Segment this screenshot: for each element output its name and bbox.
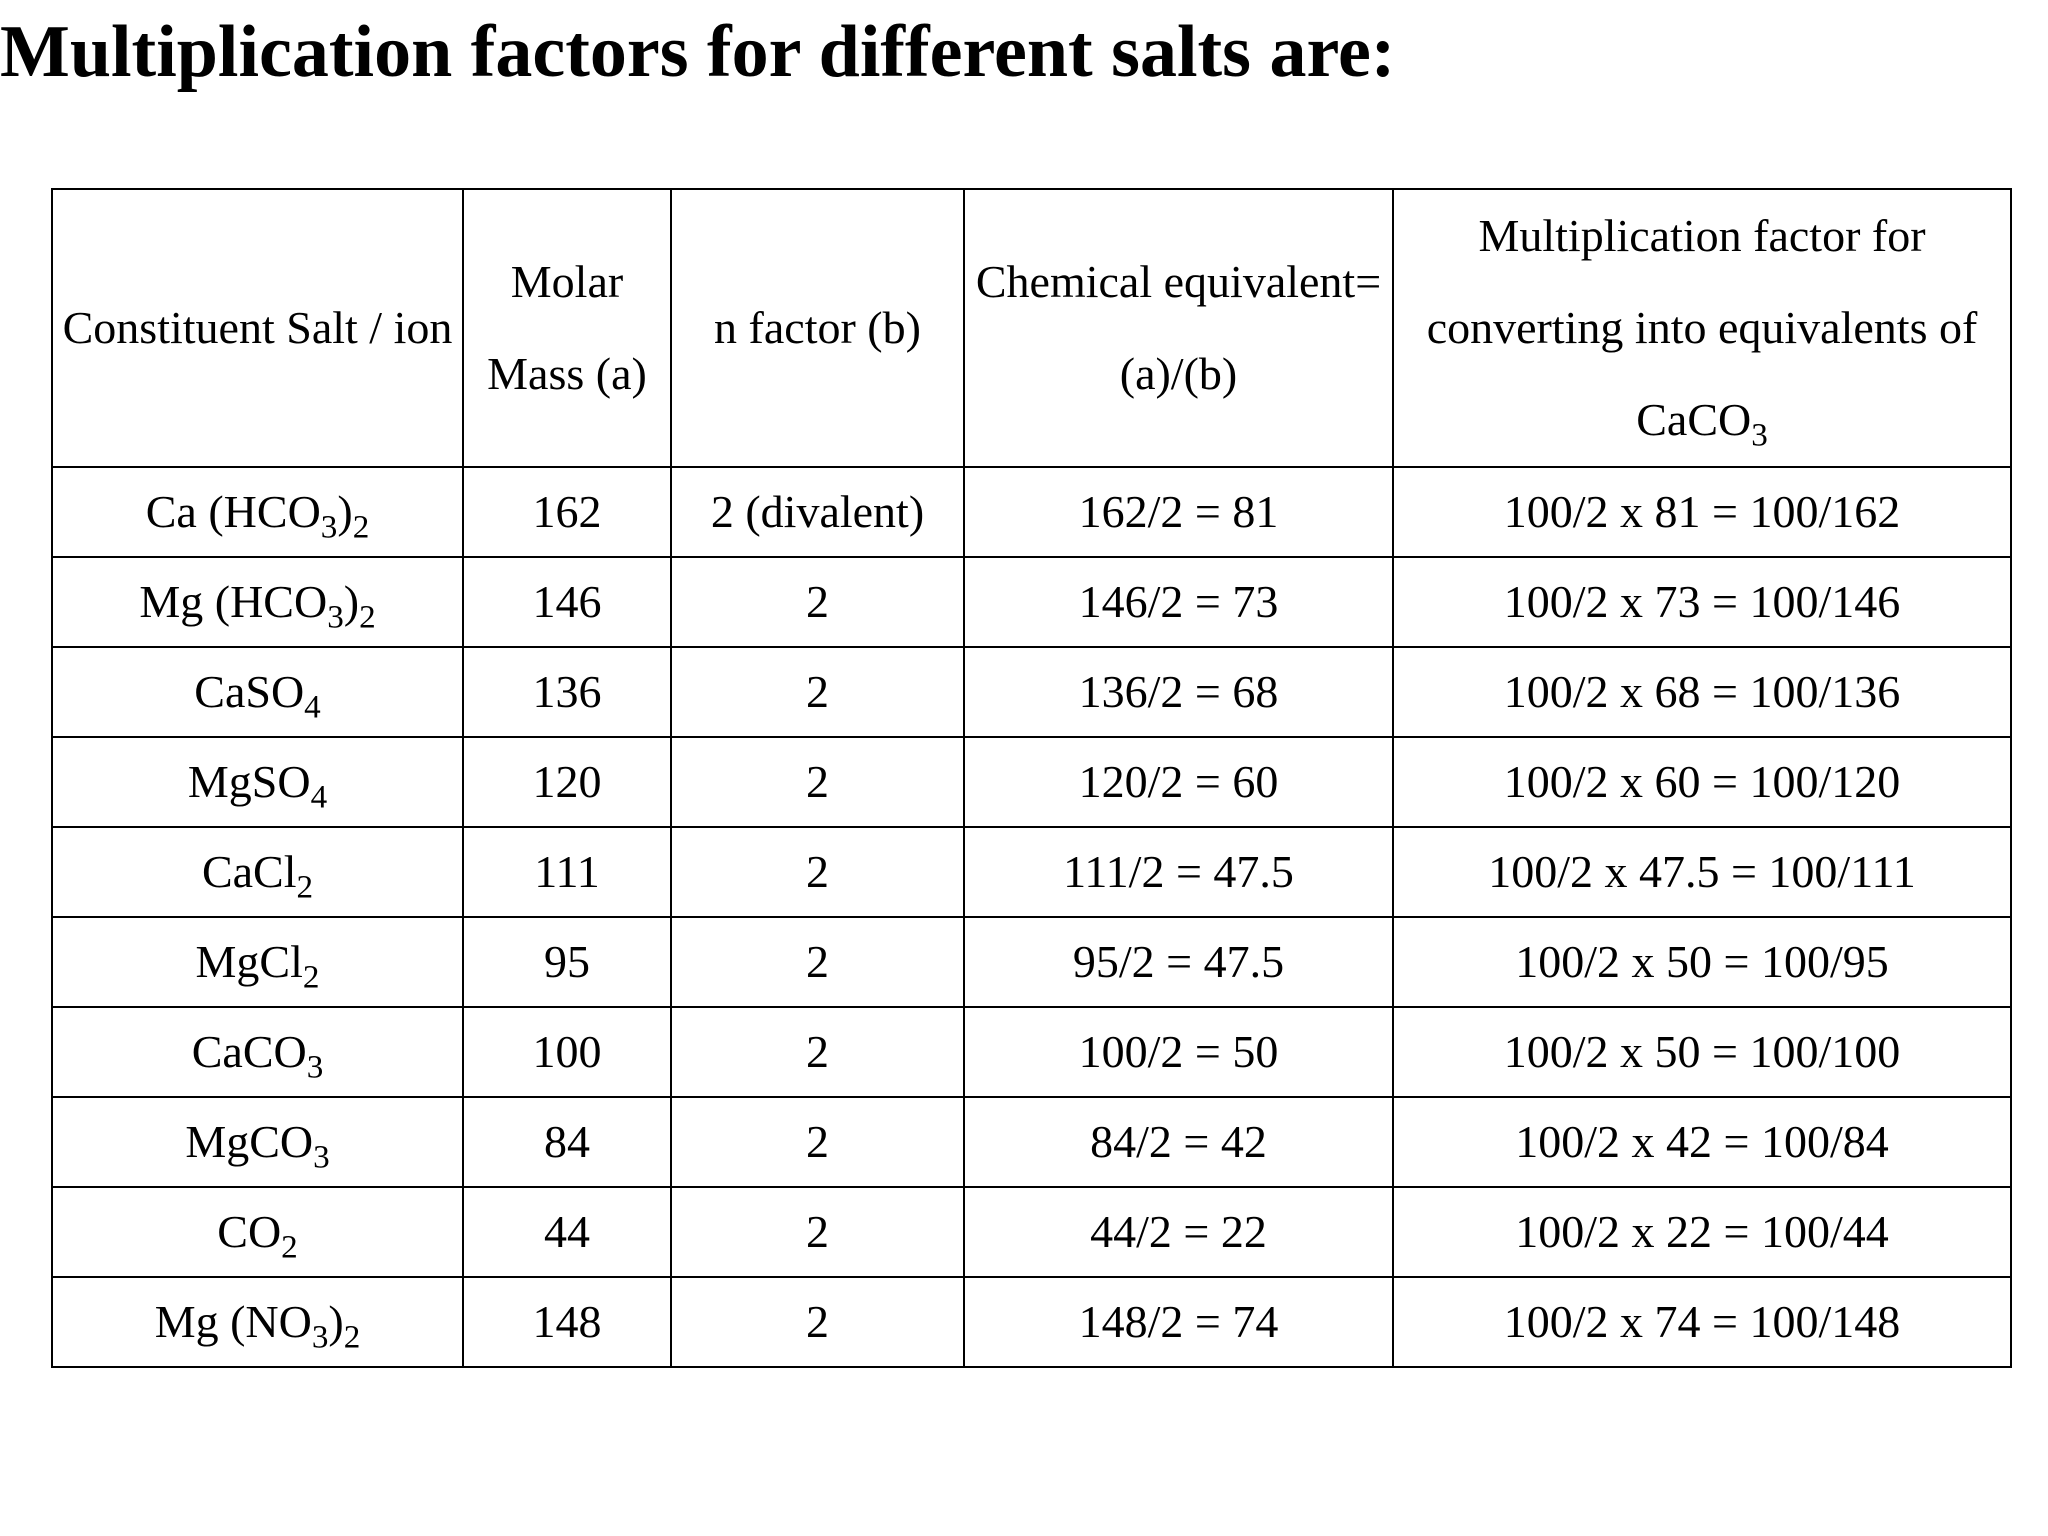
value-cell: 2 (divalent) [670,466,965,558]
value-cell: 100/2 x 47.5 = 100/111 [1392,826,2012,918]
salt-cell: MgSO4 [51,736,464,828]
value-cell: 111/2 = 47.5 [963,826,1394,918]
table-row: Mg (NO3)2 148 2 148/2 = 74 100/2 x 74 = 100/… [51,1276,2012,1368]
value-cell: 120/2 = 60 [963,736,1394,828]
value-cell: 148/2 = 74 [963,1276,1394,1368]
salt-cell: MgCO3 [51,1096,464,1188]
value-cell: 95 [462,916,672,1008]
salt-cell: CaCO3 [51,1006,464,1098]
salt-cell: CaCl2 [51,826,464,918]
table-row: MgCO3 84 2 84/2 = 42 100/2 x 42 = 100/84 [51,1096,2012,1188]
value-cell: 136 [462,646,672,738]
factor-table: Constituent Salt / ion Molar Mass (a) n fa… [51,188,2012,1368]
value-cell: 162 [462,466,672,558]
value-cell: 100/2 x 81 = 100/162 [1392,466,2012,558]
column-header: n factor (b) [670,188,965,468]
value-cell: 2 [670,556,965,648]
value-cell: 2 [670,646,965,738]
salt-cell: MgCl2 [51,916,464,1008]
value-cell: 44/2 = 22 [963,1186,1394,1278]
value-cell: 100/2 x 68 = 100/136 [1392,646,2012,738]
value-cell: 2 [670,1006,965,1098]
salt-cell: Mg (NO3)2 [51,1276,464,1368]
value-cell: 2 [670,1186,965,1278]
value-cell: 148 [462,1276,672,1368]
value-cell: 44 [462,1186,672,1278]
value-cell: 100 [462,1006,672,1098]
value-cell: 100/2 x 73 = 100/146 [1392,556,2012,648]
table-row: CaSO4 136 2 136/2 = 68 100/2 x 68 = 100/136 [51,646,2012,738]
value-cell: 2 [670,916,965,1008]
table-row: CO2 44 2 44/2 = 22 100/2 x 22 = 100/44 [51,1186,2012,1278]
salt-cell: CO2 [51,1186,464,1278]
value-cell: 146 [462,556,672,648]
table-row: Mg (HCO3)2 146 2 146/2 = 73 100/2 x 73 = 100… [51,556,2012,648]
salt-cell: CaSO4 [51,646,464,738]
value-cell: 2 [670,1276,965,1368]
table-row: Ca (HCO3)2 162 2 (divalent) 162/2 = 81 100/2… [51,466,2012,558]
column-header: Molar Mass (a) [462,188,672,468]
value-cell: 111 [462,826,672,918]
column-header: Multiplication factor for converting int… [1392,188,2012,468]
table-row: MgCl2 95 2 95/2 = 47.5 100/2 x 50 = 100/95 [51,916,2012,1008]
table-body: Ca (HCO3)2 162 2 (divalent) 162/2 = 81 100/2… [51,466,2012,1368]
value-cell: 100/2 x 50 = 100/100 [1392,1006,2012,1098]
salt-cell: Mg (HCO3)2 [51,556,464,648]
column-header: Constituent Salt / ion [51,188,464,468]
value-cell: 146/2 = 73 [963,556,1394,648]
table-head: Constituent Salt / ion Molar Mass (a) n fa… [51,188,2012,468]
table-row: CaCl2 111 2 111/2 = 47.5 100/2 x 47.5 = 100/… [51,826,2012,918]
value-cell: 84 [462,1096,672,1188]
header-row: Constituent Salt / ion Molar Mass (a) n fa… [51,188,2012,468]
table-row: CaCO3 100 2 100/2 = 50 100/2 x 50 = 100/100 [51,1006,2012,1098]
value-cell: 100/2 x 50 = 100/95 [1392,916,2012,1008]
column-header: Chemical equivalent=(a)/(b) [963,188,1394,468]
value-cell: 2 [670,826,965,918]
value-cell: 100/2 x 60 = 100/120 [1392,736,2012,828]
value-cell: 120 [462,736,672,828]
value-cell: 100/2 x 22 = 100/44 [1392,1186,2012,1278]
value-cell: 136/2 = 68 [963,646,1394,738]
value-cell: 100/2 x 74 = 100/148 [1392,1276,2012,1368]
value-cell: 2 [670,1096,965,1188]
value-cell: 162/2 = 81 [963,466,1394,558]
value-cell: 100/2 x 42 = 100/84 [1392,1096,2012,1188]
value-cell: 100/2 = 50 [963,1006,1394,1098]
value-cell: 2 [670,736,965,828]
value-cell: 84/2 = 42 [963,1096,1394,1188]
salt-cell: Ca (HCO3)2 [51,466,464,558]
table-row: MgSO4 120 2 120/2 = 60 100/2 x 60 = 100/120 [51,736,2012,828]
title: Multiplication factors for different sal… [0,11,1396,93]
value-cell: 95/2 = 47.5 [963,916,1394,1008]
